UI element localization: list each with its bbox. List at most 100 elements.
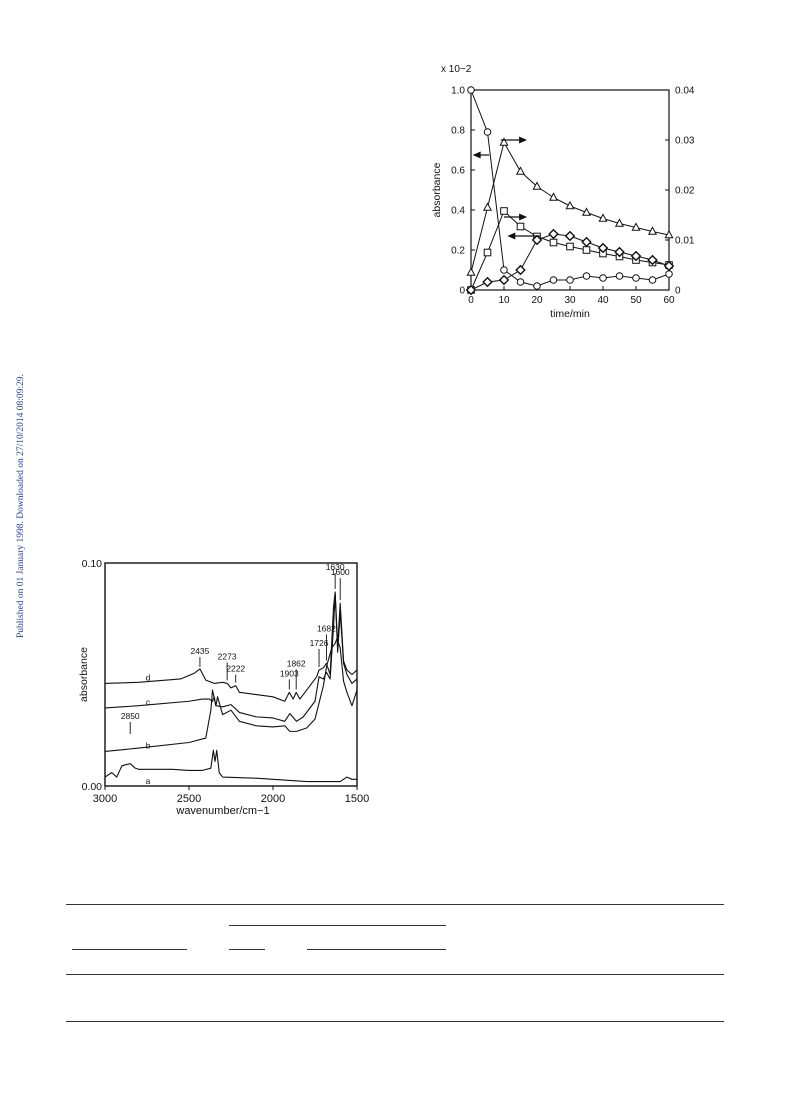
data-point-square — [566, 242, 574, 251]
y2-tick-label: 0.04 — [675, 86, 695, 97]
y-tick-label: 0.00 — [82, 781, 103, 793]
data-point-triangle — [664, 229, 674, 239]
data-point-circle — [599, 274, 607, 282]
data-point-triangle — [614, 218, 625, 227]
peak-label: 2435 — [190, 646, 209, 656]
data-point-diamond — [515, 264, 526, 276]
data-point-diamond — [465, 284, 477, 296]
table-group-rule — [229, 925, 446, 926]
data-point-diamond — [614, 246, 625, 258]
data-point-circle — [483, 128, 492, 136]
x-tick-label: 0 — [468, 295, 474, 306]
y-tick-label: 0 — [459, 286, 465, 297]
x-tick-label: 20 — [531, 295, 543, 306]
peak-label: 2273 — [218, 651, 237, 661]
data-point-triangle — [565, 200, 575, 210]
data-point-diamond — [581, 236, 592, 248]
kinetics-figure: 0 10 20 30 40 50 60 0 0.2 0.4 0.6 0.8 1.0 0 0.01 0.02 0.… — [420, 55, 710, 345]
data-point-diamond — [630, 250, 642, 262]
data-point-triangle — [466, 267, 476, 276]
y-tick-label: 0.8 — [451, 126, 465, 137]
axis-arrow-head — [507, 232, 516, 240]
x-tick-label: 2500 — [177, 793, 201, 805]
y2-tick-label: 0 — [675, 286, 681, 297]
table-col-rule-3 — [307, 949, 446, 950]
axis-arrow-head — [472, 151, 481, 159]
x-axis-label: time/min — [550, 308, 590, 320]
data-point-circle — [648, 276, 657, 284]
table-top-rule — [66, 904, 724, 905]
data-point-square — [500, 207, 508, 215]
y-axis-label: absorbance — [431, 162, 443, 217]
data-point-circle — [467, 86, 475, 94]
y2-tick-label: 0.02 — [675, 186, 695, 197]
data-point-circle — [500, 266, 508, 274]
data-point-triangle — [499, 137, 509, 146]
data-point-diamond — [564, 230, 576, 242]
table-bottom-rule — [66, 1021, 724, 1022]
y-tick-label: 0.4 — [451, 206, 465, 217]
data-point-diamond — [482, 276, 493, 288]
spectrum-trace-a — [104, 749, 357, 783]
peak-label: 1903 — [280, 668, 299, 678]
table-col-rule-2 — [229, 949, 265, 950]
trace-label-a: a — [146, 776, 151, 786]
peak-label: 1682 — [317, 623, 336, 633]
data-point-diamond — [647, 254, 658, 266]
table-header-rule — [66, 974, 724, 975]
trace-label-d: d — [146, 672, 151, 682]
x-tick-label: 3000 — [93, 793, 117, 805]
x-tick-label: 30 — [564, 295, 576, 306]
x-tick-label: 1500 — [345, 793, 369, 805]
data-point-triangle — [515, 166, 526, 175]
data-point-square — [582, 246, 591, 254]
spectrum-trace-d — [104, 591, 358, 702]
data-point-triangle — [598, 213, 608, 222]
y-tick-label: 0.6 — [451, 166, 465, 177]
trace-label-c: c — [146, 697, 151, 707]
data-point-circle — [615, 272, 624, 280]
scale-note: x 10−2 — [441, 64, 472, 75]
y-tick-label: 0.10 — [82, 558, 103, 570]
x-tick-label: 50 — [630, 295, 642, 306]
axis-arrow-head — [519, 213, 528, 221]
y2-tick-label: 0.03 — [675, 136, 695, 147]
peak-label: 1862 — [287, 658, 306, 668]
data-point-square — [516, 222, 525, 231]
table-col-rule-1 — [72, 949, 187, 950]
data-point-circle — [533, 282, 541, 290]
data-point-circle — [632, 274, 640, 282]
data-point-triangle — [548, 192, 559, 201]
ir-spectrum-figure: 3000 2500 2000 1500 0.00 0.10 wavenumber/cm−1 a… — [70, 555, 380, 825]
download-notice: Published on 01 January 1998. Downloaded… — [4, 320, 26, 640]
data-point-triangle — [647, 226, 658, 235]
axis-arrow-head — [519, 136, 528, 144]
data-point-circle — [582, 272, 591, 280]
peak-label: 1630 — [326, 562, 345, 572]
peak-label: 1600 — [331, 567, 350, 577]
y-axis-label: absorbance — [78, 647, 90, 702]
data-point-square — [549, 238, 558, 247]
data-point-triangle — [482, 202, 493, 211]
trace-label-b: b — [146, 740, 151, 750]
data-point-circle — [665, 270, 673, 278]
data-point-circle — [516, 278, 525, 286]
x-tick-label: 10 — [498, 295, 510, 306]
data-point-triangle — [631, 222, 641, 231]
y-tick-label: 0.2 — [451, 246, 465, 257]
data-point-diamond — [531, 234, 543, 246]
peak-label: 2222 — [226, 664, 245, 674]
ir-spectrum-chart: 3000 2500 2000 1500 0.00 0.10 wavenumber/cm−1 a… — [78, 558, 369, 817]
peak-label: 2850 — [121, 711, 140, 721]
x-tick-label: 60 — [663, 295, 675, 306]
data-point-triangle — [532, 181, 542, 190]
x-axis-label: wavenumber/cm−1 — [175, 805, 269, 817]
y-tick-label: 1.0 — [451, 86, 465, 97]
data-point-triangle — [581, 207, 592, 216]
data-point-square — [483, 248, 492, 257]
data-point-diamond — [498, 274, 510, 286]
download-notice-text: Published on 01 January 1998. Downloaded… — [16, 374, 26, 638]
data-point-diamond — [597, 242, 609, 254]
y2-tick-label: 0.01 — [675, 236, 695, 247]
data-point-diamond — [663, 260, 675, 272]
